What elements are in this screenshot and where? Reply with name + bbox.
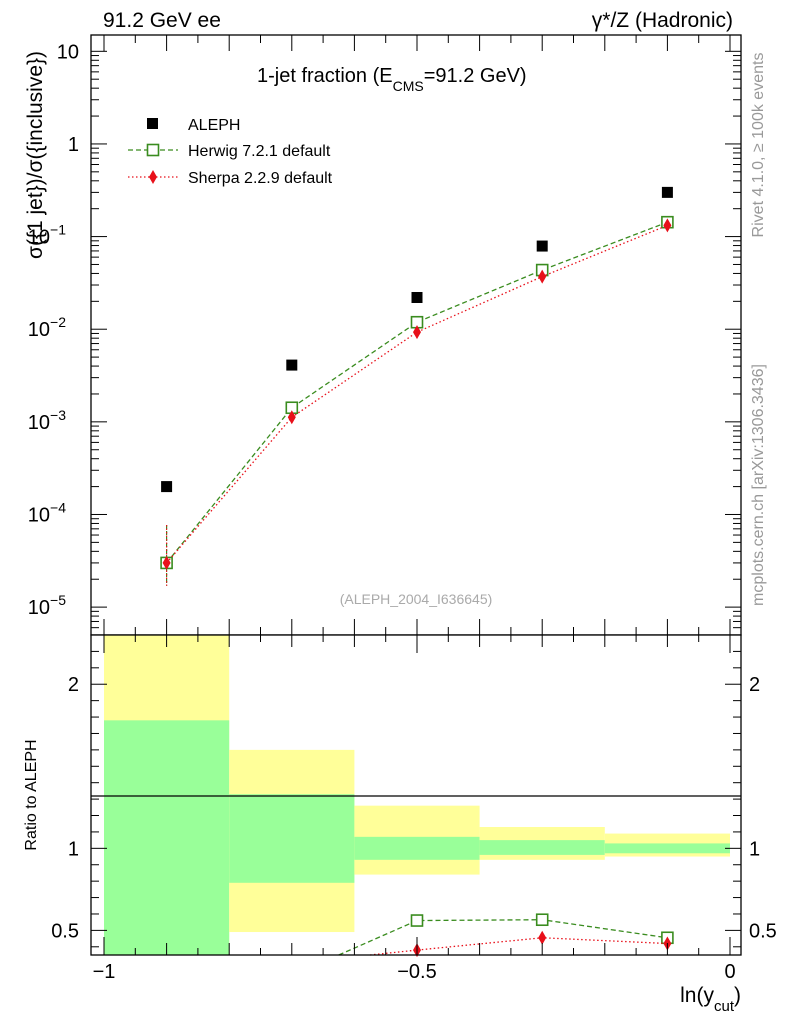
chart-title-sub: CMS xyxy=(393,78,424,94)
chart-title-rest: =91.2 GeV) xyxy=(424,65,527,87)
main-y-tick-label: 10−3 xyxy=(28,407,66,434)
ratio-panel: 0.5 0.5 1 1 2 2 −1 −0.5 0 Ratio to ALEPH ln(ycut… xyxy=(23,634,777,1015)
data-point-aleph xyxy=(661,186,673,198)
legend-aleph-marker xyxy=(147,118,158,129)
ratio-frame xyxy=(90,634,742,956)
data-point-aleph xyxy=(161,481,173,493)
main-y-tick-label: 10−2 xyxy=(28,314,66,341)
main-y-tick-label: 10 xyxy=(57,41,79,63)
main-y-tick-exp: −4 xyxy=(50,499,66,515)
main-ylabel: σ({1 jet})/σ({inclusive}) xyxy=(24,51,47,259)
mcplots-label: mcplots.cern.ch [arXiv:1306.3436] xyxy=(750,364,767,606)
data-point-aleph xyxy=(536,240,548,252)
main-y-tick-label: 10−4 xyxy=(28,499,66,526)
main-y-tick-label: 10−5 xyxy=(28,592,66,619)
main-y-tick-label: 1 xyxy=(68,134,79,156)
ratio-x-tick-label: −1 xyxy=(93,961,116,983)
ratio-point-herwig xyxy=(535,913,549,927)
chart-title-main: 1-jet fraction (E xyxy=(257,65,393,87)
main-series-line-2 xyxy=(166,224,668,564)
main-y-tick-exp: −1 xyxy=(50,222,66,238)
ratio-ticks: 0.5 0.5 1 1 2 2 −1 −0.5 0 xyxy=(51,635,777,983)
ratio-ylabel: Ratio to ALEPH xyxy=(23,739,40,850)
data-point-sherpa xyxy=(162,555,171,570)
legend-aleph-label: ALEPH xyxy=(188,117,240,134)
ratio-y-tick-label-right: 1 xyxy=(749,838,760,860)
main-y-tick-exp: −3 xyxy=(50,407,66,423)
ratio-band-green xyxy=(354,836,480,860)
ratio-y-tick-label-right: 0.5 xyxy=(749,920,777,942)
ratio-x-tick-label: 0 xyxy=(724,961,735,983)
main-series xyxy=(160,186,674,586)
ratio-xlabel-main: ln(y xyxy=(680,984,714,1007)
legend: ALEPH Herwig 7.2.1 default Sherpa 2.2.9 … xyxy=(128,117,333,187)
ratio-band-green xyxy=(604,843,730,854)
main-y-tick-base: 10 xyxy=(28,319,50,341)
main-y-tick-base: 10 xyxy=(28,227,50,249)
legend-herwig-marker xyxy=(146,143,160,157)
rivet-label: Rivet 4.1.0, ≥ 100k events xyxy=(750,53,767,238)
main-y-tick-exp: −2 xyxy=(50,314,66,330)
ratio-y-tick-label-right: 2 xyxy=(749,674,760,696)
ratio-y-tick-label-left: 0.5 xyxy=(51,920,79,942)
data-point-aleph xyxy=(286,359,298,371)
chart-title: 1-jet fraction (ECMS=91.2 GeV) xyxy=(257,65,527,94)
ratio-x-tick-label: −0.5 xyxy=(397,961,436,983)
main-y-tick-base: 10 xyxy=(28,597,50,619)
main-y-tick-exp: −5 xyxy=(50,592,66,608)
ratio-y-tick-label-left: 1 xyxy=(68,838,79,860)
ratio-band-green xyxy=(479,840,605,855)
ratio-point-herwig xyxy=(410,914,424,927)
main-y-tick-base: 1 xyxy=(68,134,79,156)
legend-sherpa-marker xyxy=(149,170,157,184)
main-series-line-1 xyxy=(166,221,668,564)
ratio-xlabel: ln(ycut) xyxy=(680,984,741,1015)
main-y-tick-label: 10−1 xyxy=(28,222,66,249)
legend-sherpa-label: Sherpa 2.2.9 default xyxy=(188,170,333,187)
main-y-tick-base: 10 xyxy=(28,504,50,526)
ratio-band-green xyxy=(229,794,355,883)
ratio-series-line-0 xyxy=(338,919,668,956)
ratio-y-tick-label-left: 2 xyxy=(68,674,79,696)
main-y-tick-base: 10 xyxy=(28,412,50,434)
main-y-tick-base: 10 xyxy=(57,41,79,63)
ratio-band-green xyxy=(104,720,230,955)
header-left: 91.2 GeV ee xyxy=(103,9,221,32)
data-point-sherpa xyxy=(538,269,547,284)
data-point-sherpa xyxy=(663,218,672,233)
data-point-sherpa xyxy=(413,325,421,340)
ratio-xlabel-close: ) xyxy=(734,984,741,1007)
analysis-label: (ALEPH_2004_I636645) xyxy=(340,591,493,607)
ratio-point-sherpa xyxy=(538,930,547,945)
ratio-xlabel-sub: cut xyxy=(714,998,735,1015)
header-right: γ*/Z (Hadronic) xyxy=(592,9,733,32)
ratio-series xyxy=(338,913,674,958)
ratio-bands xyxy=(104,635,730,955)
data-point-aleph xyxy=(411,291,423,303)
data-point-sherpa xyxy=(287,410,296,425)
legend-herwig-label: Herwig 7.2.1 default xyxy=(188,143,331,160)
